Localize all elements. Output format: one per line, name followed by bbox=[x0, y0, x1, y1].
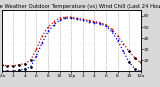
Title: Milwaukee Weather Outdoor Temperature (vs) Wind Chill (Last 24 Hours): Milwaukee Weather Outdoor Temperature (v… bbox=[0, 4, 160, 9]
